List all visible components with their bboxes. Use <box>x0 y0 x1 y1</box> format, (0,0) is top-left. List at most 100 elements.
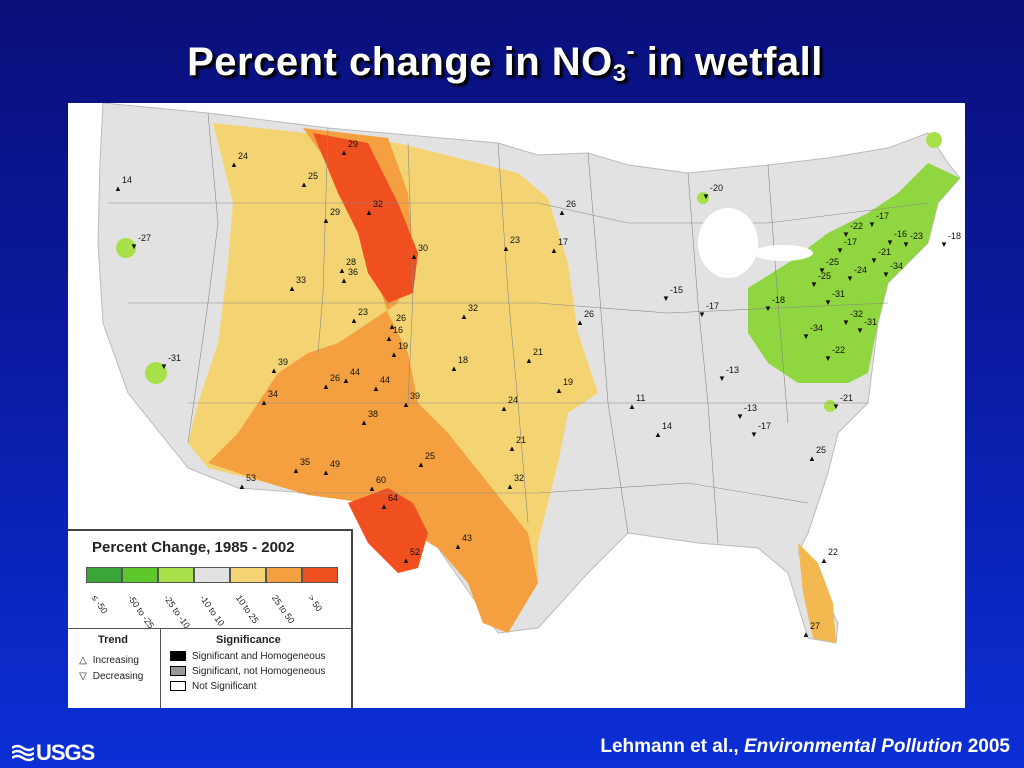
site-label: 52 <box>410 547 420 557</box>
triangle-up-icon: ▲ <box>402 400 410 409</box>
triangle-up-icon: ▲ <box>388 322 396 331</box>
triangle-up-icon: ▲ <box>525 356 533 365</box>
triangle-up-icon: ▲ <box>292 466 300 475</box>
legend-swatch <box>302 567 338 583</box>
triangle-up-icon: ▲ <box>322 216 330 225</box>
legend-range-label: > 50 <box>305 593 325 614</box>
us-map: 29▲24▲25▲32▲29▲30▲28▲ 36▲33▲26▲23▲17▲26▲2… <box>97 103 961 644</box>
site-label: 24 <box>238 151 248 161</box>
site-label: -22 <box>850 221 863 231</box>
triangle-up-icon: ▲ <box>654 430 662 439</box>
triangle-down-icon: ▽ <box>79 671 87 682</box>
site-label: 14 <box>122 175 132 185</box>
triangle-down-icon: ▼ <box>818 266 826 275</box>
sig-not-homogeneous: Significant, not Homogeneous <box>170 666 325 677</box>
site-label: -18 <box>948 231 961 241</box>
citation-year: 2005 <box>962 736 1010 757</box>
zone-patch-michigan <box>697 192 709 204</box>
site-label: -16 <box>894 229 907 239</box>
triangle-down-icon: ▼ <box>832 402 840 411</box>
triangle-down-icon: ▼ <box>764 304 772 313</box>
site-label: -17 <box>758 421 771 431</box>
triangle-up-icon: ▲ <box>508 444 516 453</box>
usgs-logo-text: USGS <box>36 740 95 765</box>
sig-not: Not Significant <box>170 681 256 692</box>
site-label: -18 <box>772 295 785 305</box>
site-label: 44 <box>350 367 360 377</box>
triangle-down-icon: ▼ <box>886 238 894 247</box>
usgs-waves-icon <box>12 744 34 762</box>
legend-divider <box>160 628 161 708</box>
zone-patch-oregon <box>116 238 136 258</box>
usgs-logo: USGS <box>12 740 95 766</box>
slide-title: Percent change in NO3- in wetfall <box>0 38 1010 88</box>
site-label: -21 <box>840 393 853 403</box>
title-tail: in wetfall <box>635 40 823 84</box>
zone-25-50 <box>208 128 538 633</box>
triangle-up-icon: ▲ <box>820 556 828 565</box>
site-label: -20 <box>710 183 723 193</box>
site-label: 29 <box>348 139 358 149</box>
legend-swatch <box>194 567 230 583</box>
triangle-down-icon: ▼ <box>856 326 864 335</box>
triangle-up-icon: ▲ <box>454 542 462 551</box>
sig-not-homogeneous-swatch <box>170 666 186 677</box>
triangle-down-icon: ▼ <box>702 192 710 201</box>
site-label: -31 <box>864 317 877 327</box>
triangle-down-icon: ▼ <box>902 240 910 249</box>
triangle-up-icon: ▲ <box>322 382 330 391</box>
legend-range-label: -10 to 10 <box>197 593 227 628</box>
triangle-down-icon: ▼ <box>846 274 854 283</box>
site-label: 26 <box>330 373 340 383</box>
legend-range-label: 10 to 25 <box>233 593 261 626</box>
zone-gt50-south <box>348 488 428 573</box>
triangle-down-icon: ▼ <box>810 280 818 289</box>
triangle-up-icon: ▲ <box>555 386 563 395</box>
sig-not-label: Not Significant <box>192 681 257 692</box>
triangle-up-icon: ▲ <box>270 366 278 375</box>
site-label: -24 <box>854 265 867 275</box>
site-label: -17 <box>706 301 719 311</box>
site-label: -34 <box>810 323 823 333</box>
triangle-up-icon: ▲ <box>576 318 584 327</box>
site-label: -34 <box>890 261 903 271</box>
triangle-up-icon: ▲ <box>380 502 388 511</box>
site-label: -21 <box>878 247 891 257</box>
site-label: -25 <box>818 271 831 281</box>
state-lines <box>108 112 929 544</box>
site-label: 38 <box>368 409 378 419</box>
triangle-up-icon: ▲ <box>808 454 816 463</box>
triangle-up-icon: △ <box>79 655 87 666</box>
site-label: -13 <box>744 403 757 413</box>
legend-swatch <box>158 567 194 583</box>
triangle-up-icon: ▲ <box>417 460 425 469</box>
triangle-down-icon: ▼ <box>662 294 670 303</box>
triangle-down-icon: ▼ <box>718 374 726 383</box>
triangle-up-icon: ▲ <box>288 284 296 293</box>
site-label: 32 <box>468 303 478 313</box>
triangle-up-icon: ▲ <box>450 364 458 373</box>
site-label: -22 <box>832 345 845 355</box>
legend-title: Percent Change, 1985 - 2002 <box>92 539 295 556</box>
trend-decreasing: ▽ Decreasing <box>76 671 143 682</box>
site-label: 39 <box>278 357 288 367</box>
trend-increasing: △ Increasing <box>76 655 139 666</box>
triangle-up-icon: ▲ <box>372 384 380 393</box>
site-label: 25 <box>308 171 318 181</box>
sig-homogeneous-swatch <box>170 651 186 662</box>
site-label: 35 <box>300 457 310 467</box>
zone-patch-maine <box>926 132 942 148</box>
site-label: 23 <box>358 307 368 317</box>
site-label: 11 <box>636 393 645 403</box>
site-label: -31 <box>168 353 181 363</box>
site-label: 60 <box>376 475 386 485</box>
triangle-up-icon: ▲ <box>390 350 398 359</box>
site-label: 43 <box>462 533 472 543</box>
triangle-up-icon: ▲ <box>802 630 810 639</box>
site-label: 39 <box>410 391 420 401</box>
sig-not-swatch <box>170 681 186 692</box>
triangle-up-icon: ▲ <box>550 246 558 255</box>
site-label: -27 <box>138 233 151 243</box>
triangle-down-icon: ▼ <box>698 310 706 319</box>
triangle-up-icon: ▲ <box>502 244 510 253</box>
